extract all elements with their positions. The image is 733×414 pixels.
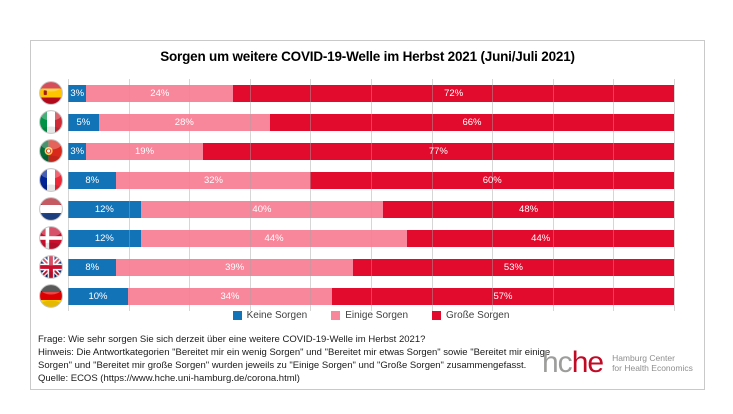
legend-swatch-icon [331,310,341,320]
legend: Keine Sorgen Einige Sorgen Große Sorgen [68,307,674,323]
stacked-bar-netherlands: 12% 40% 48% [68,201,674,218]
bar-segment: 34% [128,288,332,305]
segment-label: 32% [203,175,223,186]
footer-source: Quelle: ECOS (https://www.hche.uni-hambu… [38,373,300,384]
segment-label: 5% [76,117,91,128]
hche-logo-line1: Hamburg Center [612,352,675,363]
chart-row-germany: 10% 34% 57% [31,282,704,311]
bar-segment: 44% [140,230,408,247]
segment-label: 40% [252,204,272,215]
stacked-bar-portugal: 3% 19% 77% [68,143,674,160]
segment-label: 48% [519,204,539,215]
footer-notes: Frage: Wie sehr sorgen Sie sich derzeit … [38,333,550,385]
footer-question: Frage: Wie sehr sorgen Sie sich derzeit … [38,334,426,345]
bar-segment: 40% [140,201,384,218]
chart-row-spain: 3% 24% 72% [31,79,704,108]
bar-segment: 3% [68,85,87,102]
legend-label: Einige Sorgen [345,309,409,321]
legend-label: Keine Sorgen [246,309,308,321]
stacked-bar-italy: 5% 28% 66% [68,114,674,131]
segment-label: 57% [493,291,513,302]
footer-note-1: Hinweis: Die Antwortkategorien "Bereitet… [38,347,551,358]
bar-segment: 5% [68,114,99,131]
flag-germany-icon [39,284,63,308]
legend-swatch-icon [432,310,442,320]
bar-segment: 66% [270,114,674,131]
segment-label: 28% [174,117,194,128]
flag-france-icon [39,168,63,192]
segment-label: 44% [531,233,551,244]
segment-label: 24% [150,88,170,99]
bar-segment: 12% [68,201,141,218]
legend-item: Große Sorgen [432,310,509,321]
bar-segment: 48% [383,201,674,218]
segment-label: 12% [94,233,114,244]
bar-segment: 28% [98,114,270,131]
segment-label: 19% [135,146,155,157]
segment-label: 72% [444,88,464,99]
hche-logo-text: Hamburg Center for Health Economics [612,353,693,374]
chart-row-france: 8% 32% 60% [31,166,704,195]
segment-label: 8% [85,262,100,273]
flag-denmark-icon [39,226,63,250]
bar-segment: 77% [202,143,674,160]
bar-segment: 3% [68,143,87,160]
hche-logo-line2: for Health Economics [612,363,693,373]
bar-segment: 72% [233,85,674,102]
segment-label: 34% [220,291,240,302]
flag-italy-icon [39,110,63,134]
bar-segment: 10% [68,288,128,305]
chart-row-portugal: 3% 19% 77% [31,137,704,166]
chart-figure: Sorgen um weitere COVID-19-Welle im Herb… [30,40,705,390]
chart-row-uk: 8% 39% 53% [31,253,704,282]
hche-logo: hche Hamburg Center for Health Economics [542,346,693,380]
stacked-bar-germany: 10% 34% 57% [68,288,674,305]
legend-item: Keine Sorgen [232,309,308,321]
hche-wordmark-red: he [571,346,604,379]
hche-wordmark: hche [542,346,604,380]
stacked-bar-denmark: 12% 44% 44% [68,230,674,247]
bar-segment: 57% [332,288,674,305]
segment-label: 39% [225,262,245,273]
segment-label: 60% [482,175,502,186]
bar-segment: 60% [310,172,674,189]
legend-label: Große Sorgen [446,309,510,321]
bar-segment: 53% [352,259,675,276]
footer-note-2: Sorgen" und "Bereitet mir große Sorgen" … [38,360,527,371]
segment-label: 44% [264,233,284,244]
segment-label: 12% [94,204,114,215]
flag-portugal-icon [39,139,63,163]
segment-label: 3% [70,88,85,99]
chart-row-netherlands: 12% 40% 48% [31,195,704,224]
bar-segment: 24% [86,85,234,102]
bar-segment: 12% [68,230,141,247]
bar-segment: 19% [86,143,203,160]
stacked-bar-uk: 8% 39% 53% [68,259,675,276]
segment-label: 10% [88,291,108,302]
flag-netherlands-icon [39,197,63,221]
bar-segment: 8% [68,259,117,276]
legend-item: Einige Sorgen [331,310,408,321]
bar-segment: 44% [407,230,674,247]
segment-label: 53% [503,262,523,273]
segment-label: 66% [462,117,482,128]
segment-label: 8% [85,175,100,186]
bar-segment: 8% [68,172,117,189]
bar-segment: 32% [116,172,311,189]
chart-rows: 3% 24% 72% 5% 28% 66% 3% 19% 77% 8% 32% 60% 12% 40% 48… [31,79,704,311]
chart-row-italy: 5% 28% 66% [31,108,704,137]
stacked-bar-france: 8% 32% 60% [68,172,674,189]
flag-uk-icon [39,255,63,279]
legend-swatch-icon [232,310,242,320]
hche-wordmark-gray: hc [542,346,573,379]
chart-row-denmark: 12% 44% 44% [31,224,704,253]
segment-label: 77% [428,146,448,157]
stacked-bar-spain: 3% 24% 72% [68,85,674,102]
bar-segment: 39% [116,259,353,276]
chart-title: Sorgen um weitere COVID-19-Welle im Herb… [160,49,575,64]
segment-label: 3% [70,146,85,157]
flag-spain-icon [39,81,63,105]
